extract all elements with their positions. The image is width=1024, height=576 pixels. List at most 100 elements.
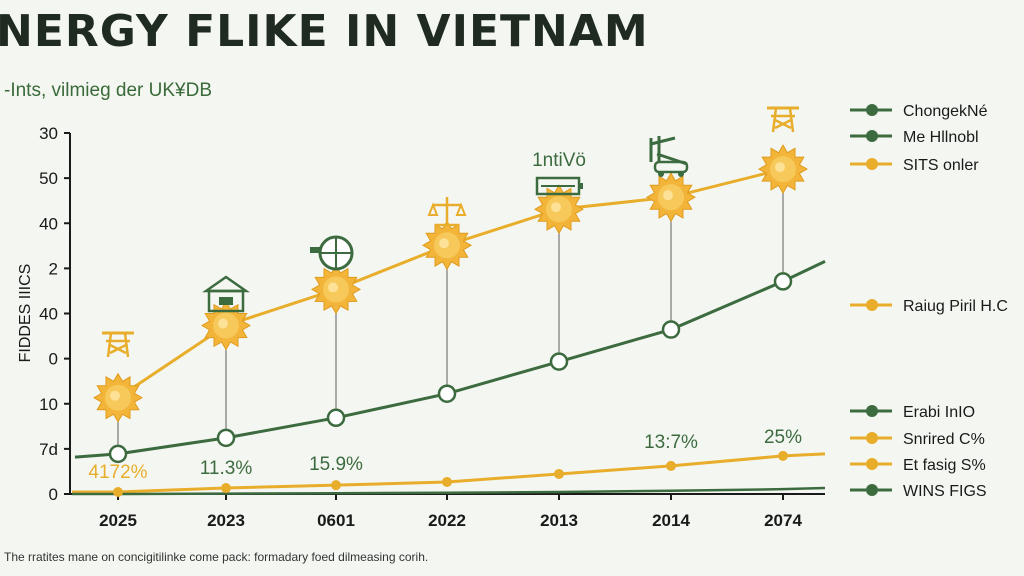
data-annotation: 13:7% [644, 432, 698, 453]
icon-stroke [433, 197, 461, 227]
sun-marker-highlight [110, 390, 120, 401]
green-circle-marker [216, 428, 236, 448]
icon-stroke [320, 237, 352, 269]
legend-marker [866, 158, 878, 170]
y-axis-label: FIDDES IIICS [17, 264, 34, 363]
legend-marker [866, 458, 878, 470]
x-tick-label: 2023 [207, 511, 245, 530]
icon-stroke [649, 136, 688, 166]
legend-marker [866, 484, 878, 496]
series-line [74, 260, 826, 459]
data-annotation: 11.3% [200, 458, 253, 479]
x-tick-label: 2013 [540, 511, 578, 530]
sun-marker-highlight [328, 282, 338, 293]
y-tick-label: 2 [49, 259, 58, 278]
power-pylon-icon [102, 331, 134, 358]
icon-stroke [202, 275, 250, 293]
x-tick-label: 0601 [317, 511, 355, 530]
y-tick-label: 0 [49, 350, 58, 369]
globe-icon [310, 235, 354, 271]
sun-marker [422, 220, 472, 271]
icon-stroke [658, 171, 664, 177]
wind-turbine-icon [649, 136, 689, 177]
series-line [72, 486, 826, 496]
x-tick-label: 2022 [428, 511, 466, 530]
sun-marker [758, 144, 808, 195]
legend-item: Me Hllnobl [850, 129, 979, 146]
chart-footnote: The rratites mane on concigitilinke come… [4, 550, 429, 564]
legend-label: Me Hllnobl [903, 129, 979, 146]
icon-stroke [106, 332, 130, 358]
legend-item: WINS FIGS [850, 483, 987, 500]
green-circle-marker [773, 272, 793, 291]
building-icon [202, 275, 250, 313]
x-tick-label: 2014 [652, 511, 690, 530]
orange-dot-marker [666, 460, 676, 471]
orange-dot-marker [778, 450, 788, 461]
icon-stroke [771, 107, 795, 133]
legend-label: SITS onler [903, 157, 979, 174]
data-annotation: 1ntiVö [532, 150, 586, 171]
sun-marker [311, 264, 361, 315]
legend-label: WINS FIGS [903, 483, 987, 500]
sun-marker [201, 300, 251, 351]
y-tick-label: 10 [39, 395, 58, 414]
data-annotation: 4172% [88, 462, 147, 483]
orange-dot-marker [554, 468, 564, 479]
data-annotation: 25% [764, 427, 802, 448]
sun-marker [646, 172, 696, 223]
y-tick-label: 50 [39, 169, 58, 188]
scale-icon [427, 197, 467, 227]
sun-marker [93, 372, 143, 423]
sun-marker-highlight [551, 202, 561, 213]
green-circle-marker [661, 320, 681, 339]
icon-stroke [653, 160, 689, 174]
legend-item: ChongekNé [850, 103, 988, 120]
icon-stroke [427, 202, 467, 216]
chart-title: NERGY FLIKE IN VIETNAM [0, 6, 649, 57]
legend-item: Raiug Piril H.C [850, 298, 1008, 315]
orange-dot-marker [331, 480, 341, 491]
icon-stroke [579, 183, 583, 189]
legend-marker [866, 104, 878, 116]
y-tick-label: 40 [39, 214, 58, 233]
legend-item: Et fasig S% [850, 457, 986, 474]
x-tick-label: 2074 [764, 511, 802, 530]
sun-marker [534, 184, 584, 235]
orange-dot-marker [221, 482, 231, 493]
y-tick-label: 30 [39, 124, 58, 143]
icon-stroke [219, 297, 233, 305]
y-tick-label: 0 [49, 485, 58, 504]
legend-marker [866, 299, 878, 311]
legend-item: Erabi InIO [850, 404, 975, 421]
legend-marker [866, 130, 878, 142]
legend-label: Snrired C% [903, 431, 985, 448]
y-tick-label: 7d [39, 440, 58, 459]
y-tick-label: 40 [39, 305, 58, 324]
icon-stroke [310, 247, 320, 253]
icon-stroke [207, 289, 245, 313]
orange-dot-marker [442, 476, 452, 487]
sun-marker-highlight [663, 190, 673, 201]
chart-subtitle: -Ints, vilmieg der UK¥DB [4, 80, 213, 101]
icon-stroke [678, 171, 684, 177]
legend-label: Et fasig S% [903, 457, 986, 474]
sun-marker-highlight [775, 162, 785, 173]
data-annotation: 15.9% [309, 454, 363, 475]
x-tick-label: 2025 [99, 511, 137, 530]
legend-item: Snrired C% [850, 431, 985, 448]
green-circle-marker [549, 352, 569, 371]
sun-marker-highlight [439, 238, 449, 249]
green-circle-marker [437, 384, 457, 403]
power-pylon-icon [767, 106, 799, 133]
sun-marker-highlight [218, 318, 228, 329]
green-circle-marker [326, 408, 346, 428]
legend-label: ChongekNé [903, 103, 988, 120]
legend-label: Raiug Piril H.C [903, 298, 1008, 315]
legend-marker [866, 432, 878, 444]
battery-icon [535, 176, 583, 196]
legend-marker [866, 405, 878, 417]
orange-dot-marker [113, 486, 123, 497]
legend-item: SITS onler [850, 157, 979, 174]
